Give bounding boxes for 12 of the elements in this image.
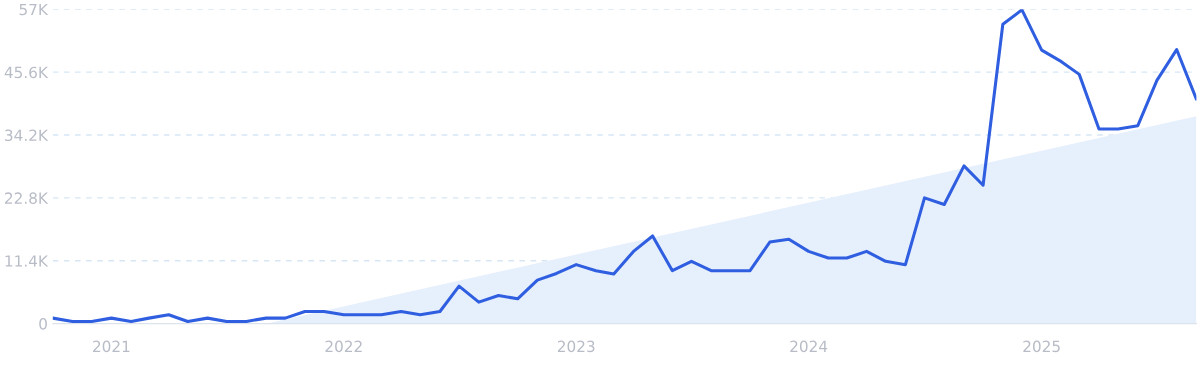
y-tick-label: 57K xyxy=(19,3,49,16)
x-tick-label: 2024 xyxy=(790,340,828,353)
y-tick-label: 34.2K xyxy=(5,129,49,142)
x-tick-label: 2022 xyxy=(325,340,362,353)
y-tick-label: 0 xyxy=(39,318,47,330)
x-tick-label: 2025 xyxy=(1023,340,1060,353)
x-tick-label: 2023 xyxy=(557,340,595,353)
y-tick-label: 45.6K xyxy=(4,66,49,79)
y-tick-label: 11.4K xyxy=(5,255,49,267)
y-tick-label: 22.8K xyxy=(5,192,49,204)
line-series xyxy=(52,9,1197,323)
x-tick-label: 2021 xyxy=(93,340,130,353)
